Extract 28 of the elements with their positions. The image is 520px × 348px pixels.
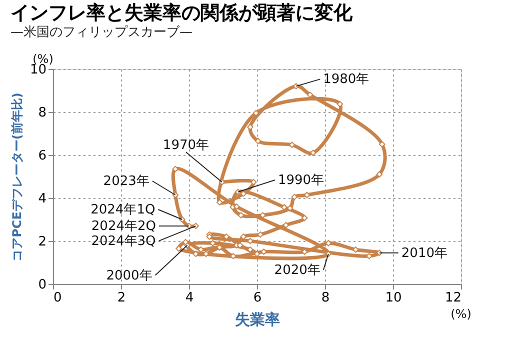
annotation: 2024年1Q bbox=[90, 202, 156, 218]
x-tick-label: 0 bbox=[54, 290, 62, 306]
x-tick-label: 2 bbox=[117, 290, 126, 306]
x-tick-label: 12 bbox=[444, 290, 462, 306]
x-tick-label: 10 bbox=[385, 290, 402, 306]
annotation: 1970年 bbox=[162, 138, 210, 154]
annotation: 2024年3Q bbox=[91, 234, 156, 249]
x-tick-label: 8 bbox=[321, 290, 330, 306]
y-tick-label: 2 bbox=[38, 234, 46, 250]
annotation: 1980年 bbox=[323, 72, 370, 88]
y-tick-label: 8 bbox=[38, 106, 46, 120]
chart-title: インフレ率と失業率の関係が顕著に変化 bbox=[10, 2, 354, 24]
annotation: 2010年 bbox=[401, 246, 448, 261]
annotation: 1990年 bbox=[278, 172, 324, 188]
annotation: 2024年2Q bbox=[91, 218, 156, 234]
text: (%) bbox=[450, 307, 472, 321]
annotation: 2000年 bbox=[106, 268, 152, 284]
y-tick-label: 0 bbox=[38, 278, 46, 292]
x-tick-label: 6 bbox=[253, 290, 262, 306]
annotation: 2020年 bbox=[274, 262, 320, 278]
annotation: 2023年 bbox=[103, 174, 150, 189]
y-axis-title: コアPCEデフレーター(前年比) bbox=[10, 92, 24, 262]
y-tick-label: 4 bbox=[38, 192, 46, 206]
y-tick-label: 10 bbox=[30, 62, 46, 78]
x-axis-title: 失業率 bbox=[235, 310, 280, 328]
x-tick-label: 4 bbox=[185, 290, 194, 306]
y-tick-label: 6 bbox=[38, 148, 46, 164]
chart-subtitle: —米国のフィリップスカーブ— bbox=[10, 25, 192, 40]
